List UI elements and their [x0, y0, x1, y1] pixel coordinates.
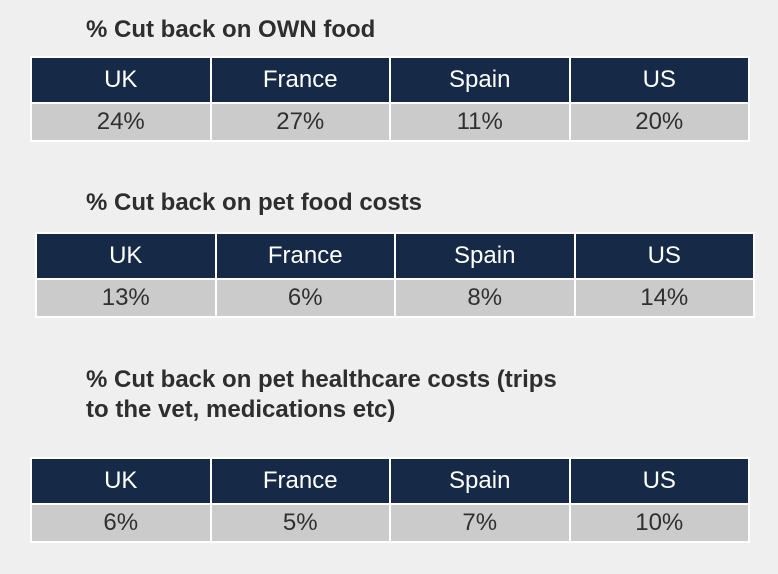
header-cell-us: US [568, 457, 750, 505]
value-cell-spain: 11% [389, 102, 571, 142]
section-title-pet-food: % Cut back on pet food costs [86, 189, 423, 216]
header-cell-uk: UK [35, 232, 217, 280]
table-pet-healthcare: UK France Spain US 6% 5% 7% 10% [30, 457, 750, 543]
table-header-row: UK France Spain US [35, 232, 755, 280]
header-cell-uk: UK [30, 56, 212, 104]
header-cell-us: US [568, 56, 750, 104]
value-cell-us: 14% [573, 278, 755, 318]
value-cell-us: 10% [568, 503, 750, 543]
header-cell-france: France [209, 457, 391, 505]
table-value-row: 24% 27% 11% 20% [30, 102, 750, 142]
header-cell-spain: Spain [389, 56, 571, 104]
table-header-row: UK France Spain US [30, 457, 750, 505]
value-cell-uk: 13% [35, 278, 217, 318]
value-cell-spain: 7% [389, 503, 571, 543]
value-cell-uk: 24% [30, 102, 212, 142]
value-cell-france: 27% [209, 102, 391, 142]
table-header-row: UK France Spain US [30, 56, 750, 104]
value-cell-france: 5% [209, 503, 391, 543]
section-title-pet-healthcare: % Cut back on pet healthcare costs (trip… [86, 366, 557, 423]
header-cell-spain: Spain [394, 232, 576, 280]
header-cell-france: France [209, 56, 391, 104]
table-value-row: 13% 6% 8% 14% [35, 278, 755, 318]
table-own-food: UK France Spain US 24% 27% 11% 20% [30, 56, 750, 142]
value-cell-uk: 6% [30, 503, 212, 543]
header-cell-uk: UK [30, 457, 212, 505]
value-cell-spain: 8% [394, 278, 576, 318]
header-cell-france: France [214, 232, 396, 280]
section-title-own-food: % Cut back on OWN food [86, 16, 376, 43]
header-cell-us: US [573, 232, 755, 280]
value-cell-france: 6% [214, 278, 396, 318]
table-pet-food: UK France Spain US 13% 6% 8% 14% [35, 232, 755, 318]
table-value-row: 6% 5% 7% 10% [30, 503, 750, 543]
header-cell-spain: Spain [389, 457, 571, 505]
value-cell-us: 20% [568, 102, 750, 142]
